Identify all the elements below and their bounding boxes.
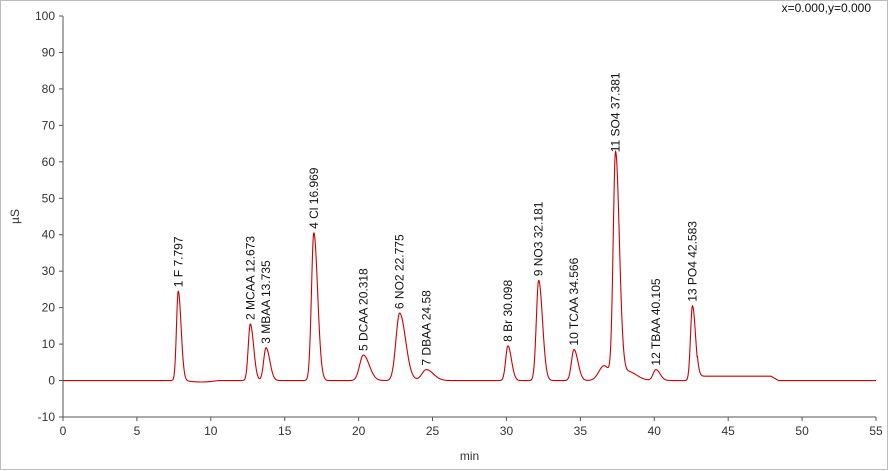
x-tick-label: 50 [795,424,809,438]
x-tick-label: 20 [352,424,366,438]
y-tick-label: 80 [42,82,56,96]
x-tick-label: 55 [869,424,883,438]
chromatogram-trace [63,149,876,383]
peak-label: 9 NO3 32.181 [532,201,546,276]
peak-label: 11 SO4 37.381 [609,72,623,152]
peak-label: 13 PO4 42.583 [686,221,700,302]
x-tick-label: 25 [426,424,440,438]
x-tick-label: 40 [648,424,662,438]
x-tick-label: 15 [278,424,292,438]
peak-label: 3 MBAA 13.735 [259,260,273,344]
y-tick-label: 60 [42,155,56,169]
x-tick-label: 45 [722,424,736,438]
peak-label: 1 F 7.797 [171,236,185,287]
peak-label: 6 NO2 22.775 [393,234,407,309]
y-tick-label: 10 [42,337,56,351]
peak-label: 2 MCAA 12.673 [243,236,257,320]
y-axis-title: µS [8,209,22,224]
y-tick-label: 0 [48,374,55,388]
x-tick-label: 10 [204,424,218,438]
peak-label: 5 DCAA 20.318 [356,268,370,351]
y-tick-label: 20 [42,301,56,315]
peak-label: 7 DBAA 24.58 [419,290,433,366]
x-axis-title: min [460,449,479,463]
peak-label: 4 Cl 16.969 [307,167,321,229]
y-tick-label: 50 [42,191,56,205]
y-tick-label: 100 [35,9,55,23]
x-tick-label: 35 [574,424,588,438]
y-tick-label: 70 [42,118,56,132]
peak-label: 8 Br 30.098 [501,280,515,342]
x-tick-label: 0 [60,424,67,438]
cursor-readout: x=0.000,y=0.000 [781,1,871,15]
x-tick-label: 30 [500,424,514,438]
peak-label: 12 TBAA 40.105 [649,278,663,366]
y-tick-label: -10 [38,410,56,424]
peak-label: 10 TCAA 34.566 [567,257,581,345]
y-tick-label: 40 [42,228,56,242]
y-tick-label: 90 [42,45,56,59]
y-tick-label: 30 [42,264,56,278]
x-tick-label: 5 [134,424,141,438]
